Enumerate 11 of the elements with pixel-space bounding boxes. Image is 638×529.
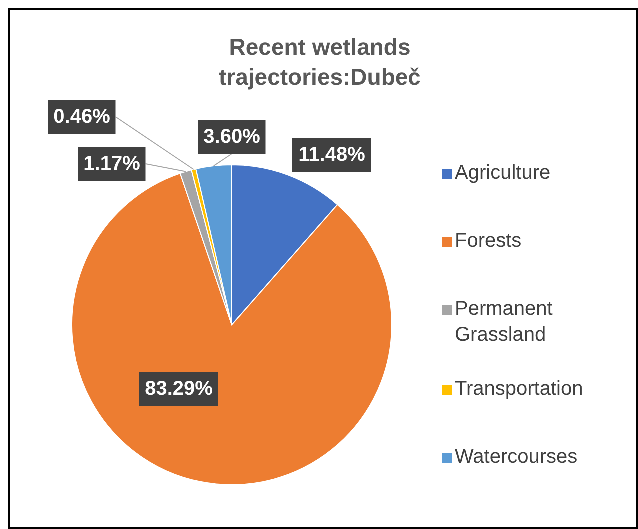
legend-label: Forests	[455, 229, 523, 254]
data-label: 1.17%	[84, 153, 141, 175]
legend-label: Agriculture	[455, 161, 552, 186]
data-label: 83.29%	[145, 378, 214, 400]
data-label: 3.60%	[204, 126, 261, 148]
legend-label: Permanent Grassland	[455, 297, 554, 348]
data-label: 11.48%	[298, 144, 366, 166]
data-label: 0.46%	[54, 106, 111, 128]
chart-title: Recent wetlands trajectories:Dubeč	[218, 33, 422, 92]
legend-label: Watercourses	[455, 445, 579, 470]
legend-label: Transportation	[455, 377, 584, 402]
